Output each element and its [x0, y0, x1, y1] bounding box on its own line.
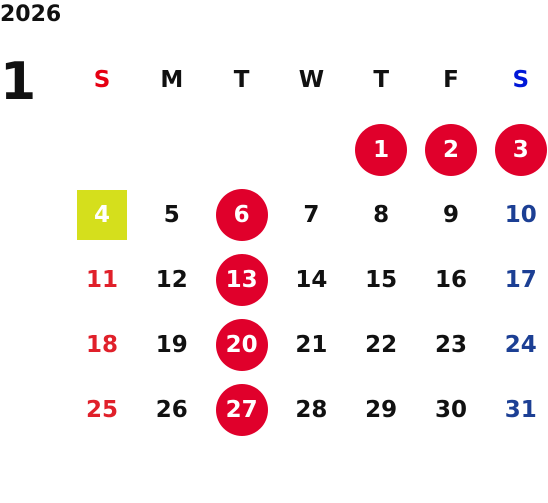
day-holiday: 1: [355, 124, 408, 176]
day: 25: [85, 397, 118, 423]
day-holiday: 2: [425, 124, 477, 176]
month: 1: [0, 52, 37, 112]
day: 17: [504, 267, 537, 293]
day: 23: [434, 332, 467, 358]
day: 18: [85, 332, 118, 358]
day: 30: [434, 397, 467, 423]
day: 12: [155, 267, 188, 293]
day: 31: [504, 397, 537, 423]
day: 16: [434, 267, 467, 293]
day-holiday: 27: [215, 384, 268, 436]
weekday-label: F: [443, 67, 459, 93]
day-today: 4: [77, 190, 127, 240]
day: 8: [373, 202, 390, 228]
weekday-label: T: [233, 67, 250, 93]
day: 28: [295, 397, 328, 423]
day-holiday: 13: [215, 254, 268, 306]
day: 10: [504, 202, 537, 228]
day: 14: [295, 267, 328, 293]
day: 21: [295, 332, 328, 358]
weekday-label: M: [160, 67, 184, 93]
weekday-label: S: [93, 67, 111, 93]
year: 2026: [0, 2, 62, 27]
weekday-label: T: [373, 67, 390, 93]
day-holiday: 20: [215, 319, 268, 371]
day: 11: [85, 267, 118, 293]
day: 19: [155, 332, 188, 358]
day: 29: [365, 397, 398, 423]
weekday-label: W: [298, 67, 325, 93]
day: 22: [365, 332, 398, 358]
day: 26: [155, 397, 188, 423]
day: 5: [163, 202, 180, 228]
day: 7: [303, 202, 320, 228]
day: 9: [442, 202, 459, 228]
day-holiday: 3: [494, 124, 547, 176]
day-holiday: 6: [215, 189, 268, 241]
day: 24: [504, 332, 537, 358]
weekday-label: S: [512, 67, 530, 93]
day: 15: [365, 267, 398, 293]
